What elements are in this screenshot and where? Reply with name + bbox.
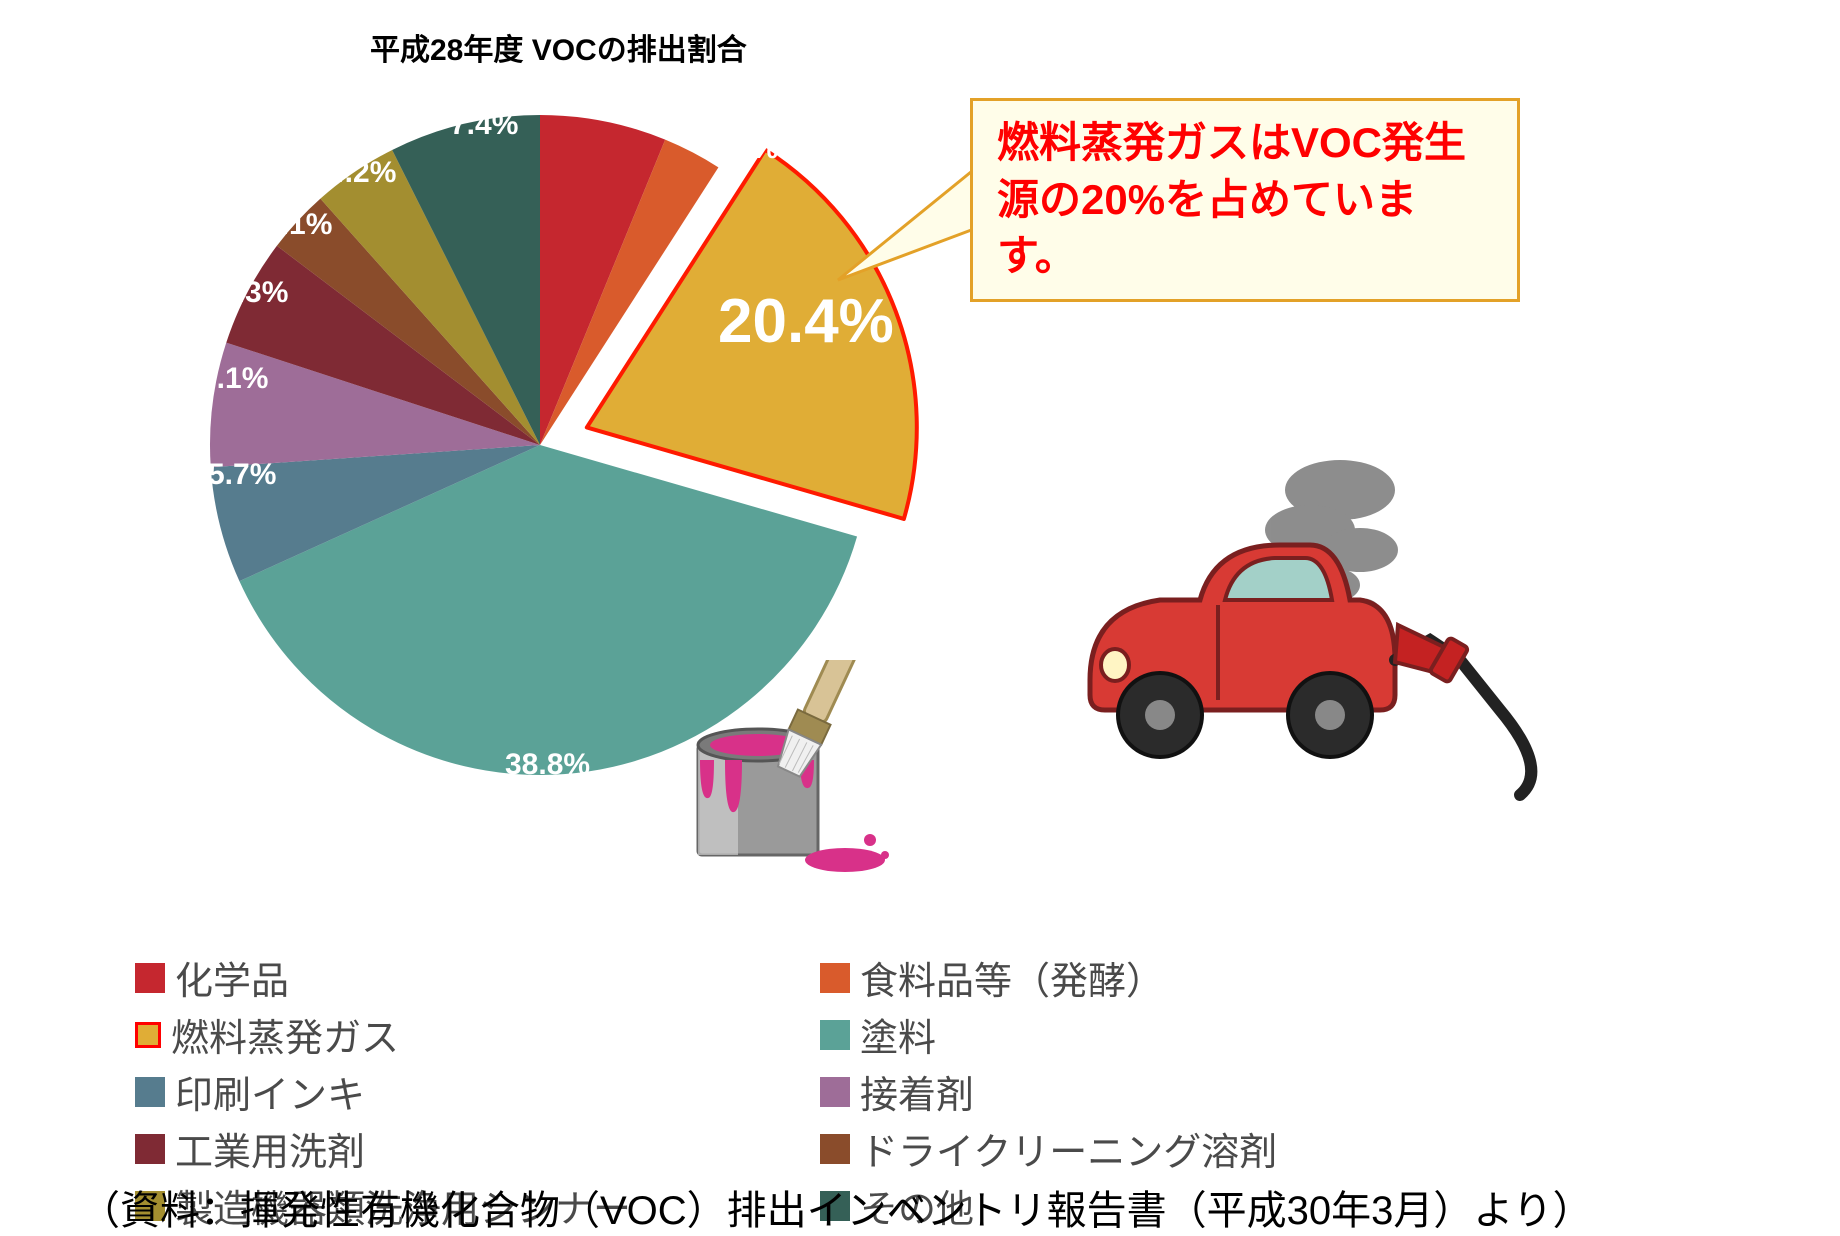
legend-label: 化学品 (175, 950, 289, 1005)
infographic-container: 平成28年度 VOCの排出割合 6.2%2.9%20.4%38.8%5.7%6.… (20, 20, 1820, 1197)
slice-percent-label: 2.9% (710, 132, 778, 166)
legend-swatch-icon (135, 1077, 165, 1107)
legend-item: 化学品 (135, 950, 750, 1005)
slice-percent-label: 4.2% (328, 156, 396, 190)
callout-text: 燃料蒸発ガスはVOC発生源の20%を占めています。 (997, 119, 1466, 279)
legend-label: 燃料蒸発ガス (171, 1007, 399, 1062)
legend-item: ドライクリーニング溶剤 (820, 1121, 1435, 1176)
paint-can-illustration-icon (670, 660, 900, 890)
legend-label: 工業用洗剤 (175, 1121, 365, 1176)
slice-percent-label: 5.3% (220, 276, 288, 310)
legend-label: 塗料 (860, 1007, 936, 1062)
slice-percent-label: 6.2% (610, 94, 678, 128)
legend-swatch-icon (820, 1020, 850, 1050)
legend-item: 食料品等（発酵） (820, 950, 1435, 1005)
legend-swatch-icon (820, 1077, 850, 1107)
slice-percent-label: 3.1% (264, 208, 332, 242)
legend-item: 印刷インキ (135, 1064, 750, 1119)
legend-label: 印刷インキ (175, 1064, 365, 1119)
legend-swatch-icon (135, 963, 165, 993)
legend-swatch-icon (820, 963, 850, 993)
legend-swatch-icon (135, 1022, 161, 1048)
legend-label: 食料品等（発酵） (860, 950, 1164, 1005)
legend-label: 接着剤 (860, 1064, 974, 1119)
legend-item: 燃料蒸発ガス (135, 1007, 750, 1062)
legend-label: ドライクリーニング溶剤 (860, 1121, 1277, 1176)
slice-percent-label: 7.4% (450, 108, 518, 142)
legend-swatch-icon (135, 1134, 165, 1164)
chart-title: 平成28年度 VOCの排出割合 (370, 25, 747, 69)
slice-percent-label: 38.8% (505, 748, 590, 782)
legend-item: 接着剤 (820, 1064, 1435, 1119)
legend-swatch-icon (820, 1134, 850, 1164)
slice-percent-label: 5.7% (208, 458, 276, 492)
callout-box: 燃料蒸発ガスはVOC発生源の20%を占めています。 (970, 98, 1520, 302)
car-illustration-icon (1050, 450, 1530, 770)
source-citation: （資料：揮発性有機化合物（VOC）排出インベントリ報告書（平成30年3月）より） (80, 1178, 1593, 1236)
legend-item: 工業用洗剤 (135, 1121, 750, 1176)
slice-percent-label: 6.1% (200, 362, 268, 396)
legend-item: 塗料 (820, 1007, 1435, 1062)
